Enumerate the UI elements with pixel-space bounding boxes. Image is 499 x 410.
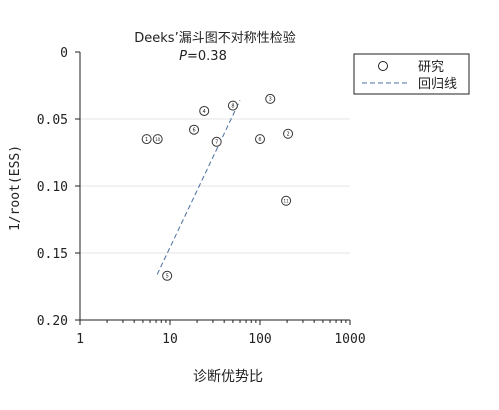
study-id-label: 3 <box>269 97 272 103</box>
y-tick-label: 0.10 <box>37 180 68 195</box>
study-point: 6 <box>255 134 265 145</box>
study-id-label: 7 <box>215 140 218 146</box>
y-tick-label: 0.15 <box>37 247 68 262</box>
study-point: 10 <box>152 134 163 145</box>
study-marker <box>265 93 276 104</box>
study-id-label: 10 <box>155 137 161 142</box>
study-marker <box>162 270 173 281</box>
study-id-label: 2 <box>286 132 289 138</box>
p-value: =0.38 <box>187 49 227 64</box>
study-id-label: 8 <box>231 103 234 109</box>
study-id-label: 5 <box>166 274 169 280</box>
legend-study-marker <box>378 61 388 71</box>
regression-line <box>156 100 241 275</box>
study-id-label: 11 <box>284 199 290 204</box>
y-tick-label: 0.20 <box>37 314 68 329</box>
study-marker <box>199 105 210 116</box>
study-points: 1 10 6 4 7 8 6 3 2 11 5 <box>141 93 294 281</box>
study-id-label: 6 <box>258 137 261 143</box>
chart-title: Deeks’漏斗图不对称性检验 <box>134 30 295 46</box>
study-marker <box>211 136 222 147</box>
gridlines <box>80 118 350 254</box>
study-point: 7 <box>211 136 222 147</box>
study-marker <box>152 134 163 145</box>
study-marker <box>189 124 200 135</box>
study-marker <box>283 128 294 139</box>
study-point: 8 <box>227 100 238 111</box>
x-tick-label: 10 <box>162 332 178 347</box>
study-point: 3 <box>265 93 276 104</box>
axes: 0 0.05 0.10 0.15 0.20 1 10 100 1000 <box>37 46 366 347</box>
y-tick-label: 0.05 <box>37 113 68 128</box>
legend-line-label: 回归线 <box>418 77 457 92</box>
y-axis-label: 1/root(ESS) <box>8 145 23 231</box>
legend: 研究 回归线 <box>353 53 470 95</box>
study-id-label: 6 <box>192 128 195 134</box>
study-point: 2 <box>283 128 294 139</box>
p-italic: P <box>179 49 187 64</box>
study-id-label: 4 <box>203 109 206 115</box>
x-axis-label: 诊断优势比 <box>193 369 263 385</box>
study-marker <box>255 134 265 145</box>
chart-subtitle: P=0.38 <box>179 49 227 64</box>
study-point: 11 <box>281 195 292 206</box>
study-id-label: 1 <box>145 137 148 143</box>
legend-study-label: 研究 <box>418 60 444 75</box>
x-tick-label: 1000 <box>334 332 365 347</box>
study-marker <box>141 134 152 145</box>
x-tick-label: 1 <box>76 332 84 347</box>
y-tick-label: 0 <box>60 46 68 61</box>
study-marker <box>281 195 292 206</box>
x-tick-label: 100 <box>248 332 271 347</box>
study-point: 5 <box>162 270 173 281</box>
study-point: 6 <box>189 124 200 135</box>
study-point: 1 <box>141 134 152 145</box>
study-marker <box>227 100 238 111</box>
study-point: 4 <box>199 105 210 116</box>
legend-box <box>353 53 470 95</box>
